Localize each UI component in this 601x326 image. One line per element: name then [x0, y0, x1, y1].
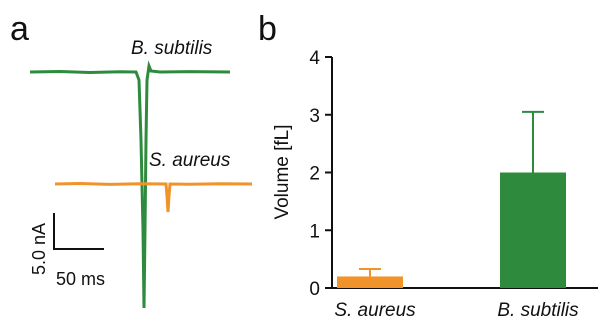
y-tick-label: 0 — [309, 279, 320, 300]
trace-b-subtilis — [29, 60, 231, 309]
bar-b-subtilis — [500, 172, 566, 288]
y-tick-label: 2 — [309, 164, 320, 185]
scale-bar-x-label: 50 ms — [56, 269, 105, 289]
y-tick-label: 3 — [309, 106, 320, 127]
category-label-b-subtilis: B. subtilis — [497, 300, 579, 321]
y-tick-label: 1 — [309, 221, 320, 242]
bar-s-aureus — [337, 276, 403, 288]
trace-label-s-aureus: S. aureus — [149, 150, 231, 171]
scale-bar-y-label: 5.0 nA — [29, 223, 49, 275]
y-axis-title: Volume [fL] — [272, 124, 293, 219]
panel-a-letter: a — [10, 10, 29, 48]
trace-s-aureus — [54, 181, 253, 213]
panel-b-letter: b — [258, 10, 277, 48]
trace-label-b-subtilis: B. subtilis — [131, 38, 213, 59]
category-label-s-aureus: S. aureus — [334, 300, 416, 321]
scale-bar — [53, 213, 104, 250]
y-tick-label: 4 — [309, 48, 320, 69]
